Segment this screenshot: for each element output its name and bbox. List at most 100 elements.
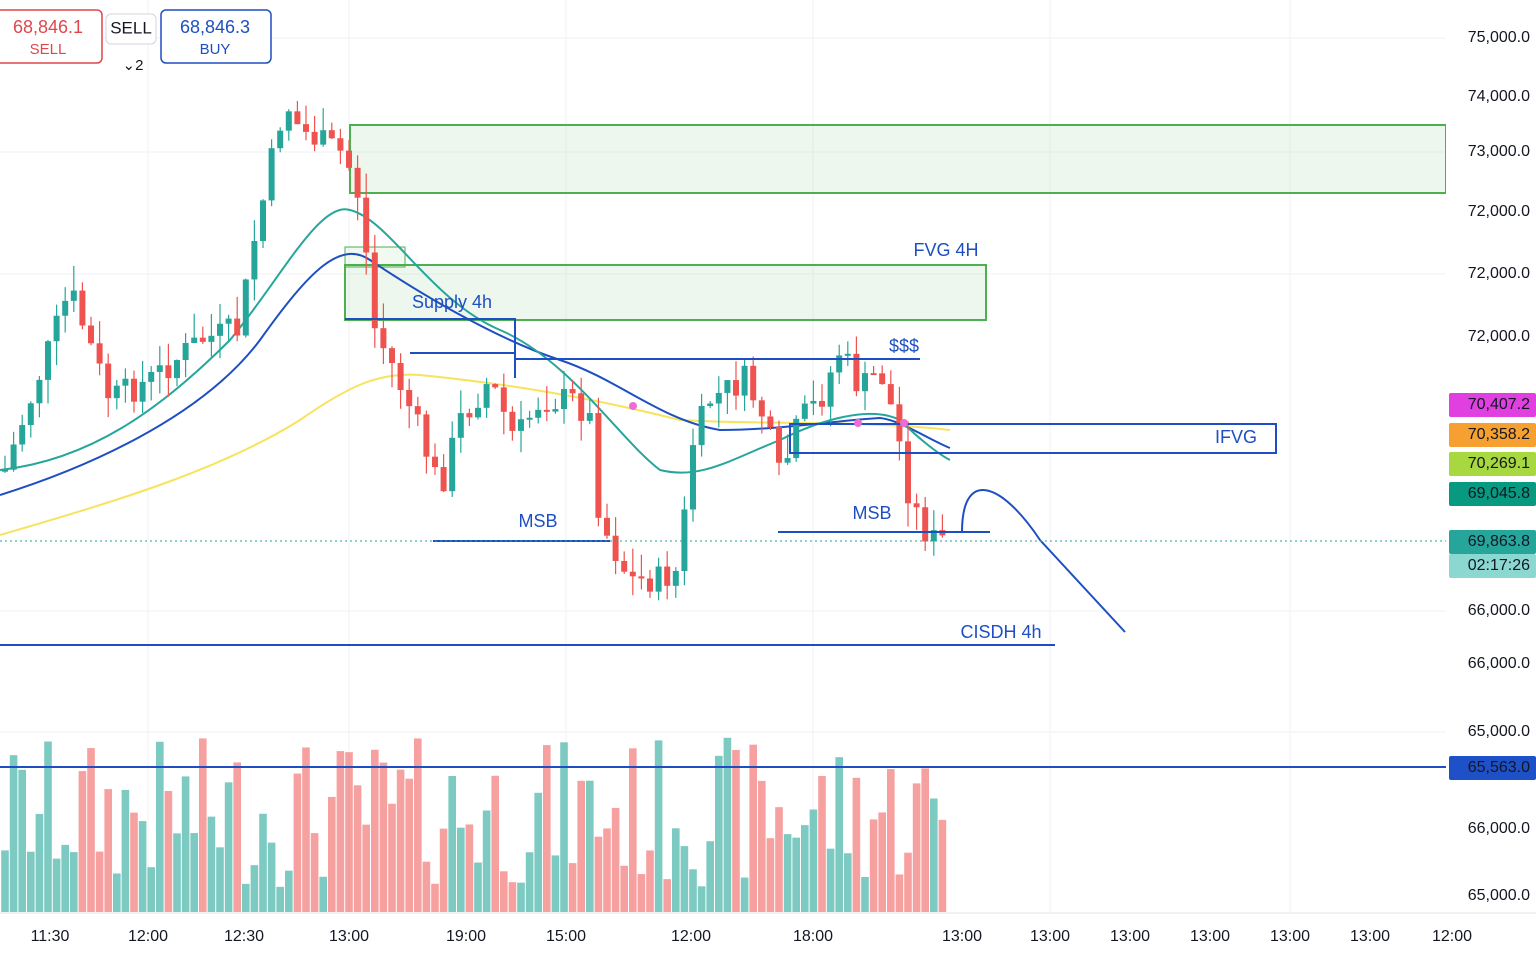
candle-body [810,400,817,404]
volume-bar [190,833,198,912]
volume-bar [121,789,130,912]
volume-bar [895,874,904,912]
volume-bar [577,780,585,912]
time-label: 12:30 [224,928,264,945]
candle-body [45,341,51,380]
volume-bar [500,871,508,912]
time-label: 11:30 [31,928,70,945]
volume-bar [629,748,637,912]
candle-body [225,318,232,324]
volume-bar [844,853,852,912]
annotation: IFVG [1215,427,1257,447]
volume-bar [181,776,190,912]
volume-bar [732,749,740,912]
candle-body [758,400,765,417]
candle-body [604,517,610,536]
volume-bar [224,782,233,912]
time-label: 12:00 [1432,928,1472,945]
candle-body [930,530,937,542]
candle-body [733,380,739,396]
volume-bar [672,828,680,912]
volume-bar [852,777,861,912]
volume-bar [594,836,603,912]
volume-bar [164,790,173,912]
volume-bar [654,740,663,912]
volume-bar [809,809,818,912]
volume-bar [534,792,542,912]
volume-bar [921,768,929,912]
candle-body [174,360,180,379]
candle-body [905,441,911,504]
volume-bar [912,783,921,912]
volume-bar [715,755,723,912]
price-badge [1449,530,1536,554]
candle-body [776,427,782,463]
candle-body [10,444,17,470]
candle-body [96,343,103,364]
volume-bar [328,796,336,912]
time-label: 13:00 [1110,928,1150,945]
candle-body [518,419,524,431]
badge-label: 69,045.8 [1468,485,1530,502]
candles [2,100,946,601]
annotation: MSB [852,503,891,523]
candle-body [707,403,714,407]
candle-body [346,150,352,168]
volume-bar [680,846,689,912]
candle-body [131,378,137,402]
volume-bar [551,855,560,912]
volume-bar [637,874,646,912]
cross-dots [629,402,908,427]
time-label: 13:00 [329,928,369,945]
volume-bar [345,752,353,912]
price-label: 72,000.0 [1468,265,1530,282]
order-panel: 68,846.1 SELL SELL ⌄2 68,846.3 BUY [0,9,272,74]
candle-body [70,290,77,301]
volume-bar [310,833,319,912]
volume-bar [388,803,396,912]
volume-bar [783,834,792,912]
badge-label: 70,358.2 [1468,426,1530,443]
volume-bar [70,852,78,912]
candle-body [492,384,499,388]
volume-bar [439,828,448,912]
volume-bar [422,861,431,912]
volume-bar [689,869,697,912]
volume-bar [603,828,611,912]
buy-button[interactable] [160,9,272,64]
time-label: 18:00 [793,928,833,945]
candle-body [182,342,189,361]
candle-body [500,387,507,412]
volume-bar [405,778,413,912]
candle-body [638,576,645,579]
mode-button[interactable] [105,13,157,45]
volume-bar [758,780,766,912]
volume-bar [9,755,18,912]
volume-bar [233,762,241,912]
volume-bar [930,798,938,912]
volume-bar [27,851,35,912]
price-badge [1449,482,1536,506]
candle-body [784,458,791,463]
price-label: 75,000.0 [1468,29,1530,46]
candle-body [397,363,404,391]
volume-bar [276,886,284,912]
axes: 75,000.0 74,000.0 73,000.0 72,000.0 72,000.0… [31,29,1536,945]
candle-body [217,323,223,336]
price-badge [1449,554,1536,578]
annotation: CISDH 4h [960,622,1041,642]
volume-bar [646,850,654,912]
volume-bar [465,824,474,912]
candle-body [543,409,550,412]
volume-bar [78,771,87,912]
price-label: 74,000.0 [1468,88,1530,105]
candle-body [303,124,309,132]
volume-bar [147,867,155,912]
candle-body [724,380,731,393]
volume-bar [353,785,362,912]
sell-button[interactable] [0,9,103,64]
badge-label: 65,563.0 [1468,759,1530,776]
volume-bar [379,762,388,912]
volume-bar [826,848,835,912]
volume-bar [586,780,594,912]
